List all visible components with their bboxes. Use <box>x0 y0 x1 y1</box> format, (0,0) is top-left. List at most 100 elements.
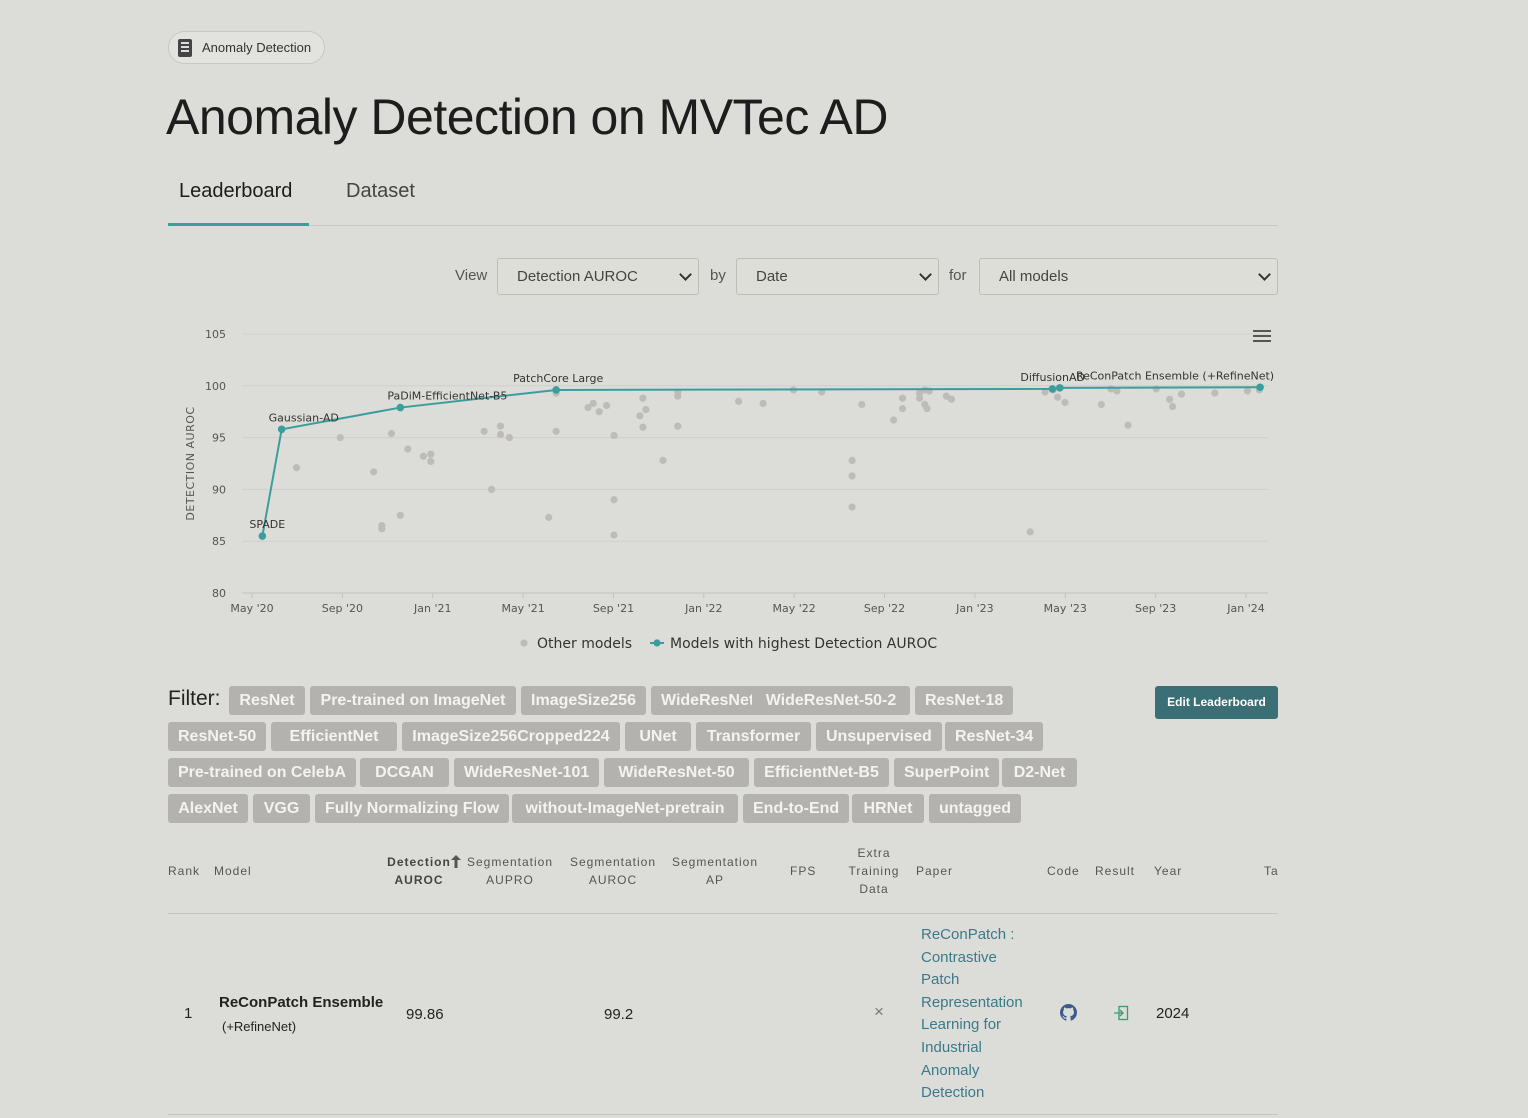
header-result[interactable]: Result <box>1095 864 1136 878</box>
other-model-point[interactable] <box>942 392 950 400</box>
other-model-point[interactable] <box>1041 388 1049 396</box>
other-model-point[interactable] <box>419 452 427 460</box>
filter-tag[interactable]: ImageSize256Cropped224 <box>402 722 620 751</box>
tab-dataset[interactable]: Dataset <box>346 180 415 202</box>
other-model-point[interactable] <box>1113 387 1121 395</box>
other-model-point[interactable] <box>1097 400 1105 409</box>
other-model-point[interactable] <box>674 392 682 400</box>
filter-tag[interactable]: UNet <box>625 722 691 751</box>
filter-tag[interactable]: WideResNet <box>651 686 765 715</box>
other-model-point[interactable] <box>898 394 907 402</box>
other-model-point[interactable] <box>659 456 667 464</box>
other-model-point[interactable] <box>848 456 856 464</box>
best-model-point[interactable] <box>552 386 560 394</box>
header-detection-auroc[interactable]: Detection AUROC <box>387 855 451 887</box>
other-model-point[interactable] <box>427 457 435 466</box>
other-model-point[interactable] <box>848 503 856 511</box>
filter-tag[interactable]: untagged <box>929 794 1021 823</box>
other-model-point[interactable] <box>916 394 924 402</box>
best-model-point[interactable] <box>258 532 267 540</box>
filter-tag[interactable]: DCGAN <box>360 758 449 787</box>
other-model-point[interactable] <box>890 416 898 424</box>
other-model-point[interactable] <box>848 472 856 480</box>
best-model-point[interactable] <box>396 403 405 412</box>
tab-leaderboard[interactable]: Leaderboard <box>179 180 293 202</box>
filter-tag[interactable]: End-to-End <box>743 794 850 823</box>
filter-tag[interactable]: ResNet-34 <box>945 722 1044 751</box>
header-segmentation-auroc[interactable]: Segmentation AUROC <box>569 855 657 887</box>
other-model-point[interactable] <box>292 464 301 472</box>
filter-tag[interactable]: Fully Normalizing Flow <box>315 794 510 823</box>
filter-tag[interactable]: ImageSize256 <box>521 686 646 715</box>
header-model[interactable]: Model <box>214 864 252 878</box>
other-model-point[interactable] <box>595 408 603 416</box>
other-model-point[interactable] <box>370 468 378 476</box>
other-model-point[interactable] <box>1061 398 1069 406</box>
filter-tag[interactable]: Unsupervised <box>816 722 942 751</box>
other-model-point[interactable] <box>735 397 743 405</box>
other-model-point[interactable] <box>496 430 505 439</box>
other-model-point[interactable] <box>336 434 344 442</box>
other-model-point[interactable] <box>427 450 435 458</box>
edit-leaderboard-button[interactable]: Edit Leaderboard <box>1155 686 1278 719</box>
other-model-point[interactable] <box>378 525 386 533</box>
other-model-point[interactable] <box>636 412 644 420</box>
header-fps[interactable]: FPS <box>790 864 817 878</box>
other-model-point[interactable] <box>584 403 592 412</box>
header-year[interactable]: Year <box>1154 864 1183 878</box>
table-row[interactable]: 1 ReConPatch Ensemble (+RefineNet) 99.86… <box>168 913 1278 1115</box>
header-extra-training-data[interactable]: Extra Training Data <box>848 846 900 896</box>
github-icon[interactable] <box>1060 1004 1077 1021</box>
best-model-point[interactable] <box>1048 385 1057 393</box>
filter-tag[interactable]: D2-Net <box>1002 758 1077 787</box>
by-select[interactable]: Date <box>736 258 939 295</box>
header-tags[interactable]: Ta <box>1264 864 1279 878</box>
other-model-point[interactable] <box>1053 393 1062 401</box>
other-model-point[interactable] <box>545 513 553 521</box>
other-model-point[interactable] <box>1165 395 1174 403</box>
chart-menu-icon[interactable] <box>1253 330 1271 344</box>
header-paper[interactable]: Paper <box>916 864 954 878</box>
header-segmentation-ap[interactable]: Segmentation AP <box>671 855 759 887</box>
other-model-point[interactable] <box>496 422 505 430</box>
legend-other-label[interactable]: Other models <box>537 636 632 652</box>
other-model-point[interactable] <box>396 511 404 519</box>
best-model-point[interactable] <box>277 425 286 434</box>
best-model-point[interactable] <box>1256 383 1264 392</box>
filter-tag[interactable]: AlexNet <box>168 794 248 823</box>
other-model-point[interactable] <box>642 406 650 414</box>
other-model-point[interactable] <box>1168 402 1177 411</box>
sort-up-icon[interactable] <box>451 855 461 868</box>
other-model-point[interactable] <box>916 389 924 397</box>
other-model-point[interactable] <box>947 395 956 403</box>
filter-tag[interactable]: VGG <box>253 794 310 823</box>
other-model-point[interactable] <box>1243 387 1252 395</box>
filter-tag[interactable]: WideResNet-50-2 <box>752 686 910 715</box>
other-model-point[interactable] <box>759 399 767 408</box>
other-model-point[interactable] <box>639 394 647 402</box>
other-model-point[interactable] <box>898 404 907 413</box>
filter-tag[interactable]: Pre-trained on CelebA <box>168 758 357 787</box>
other-model-point[interactable] <box>602 401 611 410</box>
task-badge[interactable]: Anomaly Detection <box>168 31 325 64</box>
filter-tag[interactable]: ResNet-50 <box>168 722 267 751</box>
other-model-point[interactable] <box>610 496 618 504</box>
other-model-point[interactable] <box>1177 390 1186 398</box>
other-model-point[interactable] <box>387 429 396 438</box>
filter-tag[interactable]: SuperPoint <box>894 758 1000 787</box>
other-model-point[interactable] <box>858 400 866 409</box>
filter-tag[interactable]: ResNet <box>229 686 305 715</box>
result-sign-in-icon[interactable] <box>1113 1005 1129 1021</box>
other-model-point[interactable] <box>1211 389 1219 397</box>
other-model-point[interactable] <box>639 423 647 431</box>
view-select[interactable]: Detection AUROC <box>497 258 699 295</box>
header-segmentation-aupro[interactable]: Segmentation AUPRO <box>466 855 554 887</box>
other-model-point[interactable] <box>610 431 618 440</box>
other-model-point[interactable] <box>674 422 682 430</box>
header-rank[interactable]: Rank <box>168 864 201 878</box>
other-model-point[interactable] <box>404 445 412 453</box>
for-select[interactable]: All models <box>979 258 1278 295</box>
header-code[interactable]: Code <box>1047 864 1080 878</box>
other-model-point[interactable] <box>1026 528 1034 536</box>
other-model-point[interactable] <box>610 531 618 539</box>
